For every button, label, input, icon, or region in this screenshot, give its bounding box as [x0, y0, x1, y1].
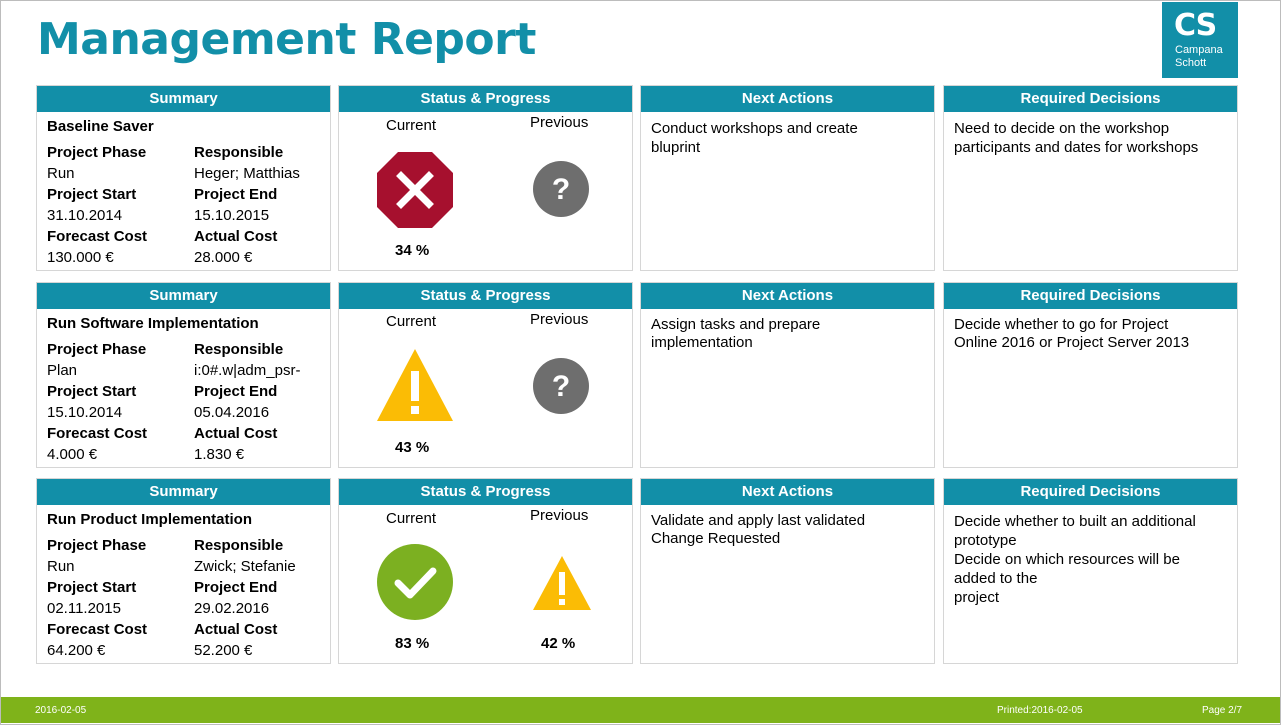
end-label: Project End: [194, 579, 278, 596]
next-actions-panel: Next Actions Assign tasks and prepare im…: [640, 282, 935, 468]
svg-text:?: ?: [552, 173, 570, 206]
summary-header: Summary: [37, 283, 330, 309]
svg-text:?: ?: [552, 370, 570, 403]
current-percent: 34 %: [395, 242, 430, 259]
status-panel: Status & Progress Current Previous ? 43 …: [338, 282, 633, 468]
current-label: Current: [386, 313, 437, 330]
responsible-value: Heger; Matthias: [194, 165, 300, 182]
page-title: Management Report: [37, 14, 536, 65]
responsible-label: Responsible: [194, 341, 284, 358]
forecast-label: Forecast Cost: [47, 621, 148, 638]
phase-value: Plan: [47, 362, 78, 379]
next-actions-panel: Next Actions Validate and apply last val…: [640, 478, 935, 664]
responsible-label: Responsible: [194, 144, 284, 161]
logo-line-1: Campana: [1175, 44, 1223, 56]
status-header: Status & Progress: [339, 86, 632, 112]
responsible-value: Zwick; Stefanie: [194, 558, 296, 575]
start-value: 02.11.2015: [47, 600, 121, 617]
unknown-gray-icon: ?: [533, 358, 589, 414]
decisions-panel: Required Decisions Need to decide on the…: [943, 85, 1238, 271]
status-panel: Status & Progress Current Previous ? 34 …: [338, 85, 633, 271]
previous-percent: 42 %: [541, 635, 576, 652]
campana-schott-logo: CS Campana Schott: [1162, 2, 1238, 78]
summary-header: Summary: [37, 86, 330, 112]
actual-value: 52.200 €: [194, 642, 253, 659]
ok-green-icon: [377, 544, 453, 620]
status-header: Status & Progress: [339, 283, 632, 309]
actual-value: 28.000 €: [194, 249, 253, 266]
decisions-text: Need to decide on the workshop participa…: [954, 120, 1199, 156]
decisions-panel: Required Decisions Decide whether to go …: [943, 282, 1238, 468]
stop-red-icon: [377, 152, 453, 228]
next-actions-header: Next Actions: [641, 86, 934, 112]
current-label: Current: [386, 510, 437, 527]
decisions-panel: Required Decisions Decide whether to bui…: [943, 478, 1238, 664]
end-label: Project End: [194, 383, 278, 400]
decisions-text: Decide whether to built an additional pr…: [954, 513, 1196, 606]
next-actions-text: Assign tasks and prepare implementation: [651, 316, 821, 351]
summary-header: Summary: [37, 479, 330, 505]
current-percent: 83 %: [395, 635, 430, 652]
next-actions-header: Next Actions: [641, 283, 934, 309]
start-label: Project Start: [47, 186, 137, 203]
phase-label: Project Phase: [47, 537, 147, 554]
responsible-label: Responsible: [194, 537, 284, 554]
actual-label: Actual Cost: [194, 228, 278, 245]
current-percent: 43 %: [395, 439, 430, 456]
decisions-header: Required Decisions: [944, 86, 1237, 112]
forecast-value: 64.200 €: [47, 642, 106, 659]
summary-panel: Summary Run Software Implementation Proj…: [36, 282, 331, 468]
project-name: Run Product Implementation: [47, 511, 253, 528]
end-value: 15.10.2015: [194, 207, 270, 224]
decisions-text: Decide whether to go for Project Online …: [954, 316, 1190, 351]
footer-page: Page 2/7: [1202, 705, 1243, 716]
start-value: 15.10.2014: [47, 404, 123, 421]
project-name: Run Software Implementation: [47, 315, 259, 332]
phase-value: Run: [47, 165, 75, 182]
next-actions-header: Next Actions: [641, 479, 934, 505]
current-label: Current: [386, 117, 437, 134]
forecast-value: 130.000 €: [47, 249, 114, 266]
previous-label: Previous: [530, 507, 589, 524]
status-panel: Status & Progress Current Previous 83 % …: [338, 478, 633, 664]
phase-label: Project Phase: [47, 341, 147, 358]
forecast-label: Forecast Cost: [47, 425, 148, 442]
start-label: Project Start: [47, 579, 137, 596]
footer-printed: Printed:2016-02-05: [997, 705, 1083, 716]
end-value: 29.02.2016: [194, 600, 270, 617]
end-value: 05.04.2016: [194, 404, 270, 421]
warning-yellow-icon: [533, 556, 591, 610]
start-value: 31.10.2014: [47, 207, 123, 224]
actual-label: Actual Cost: [194, 621, 278, 638]
start-label: Project Start: [47, 383, 137, 400]
phase-value: Run: [47, 558, 75, 575]
next-actions-panel: Next Actions Conduct workshops and creat…: [640, 85, 935, 271]
unknown-gray-icon: ?: [533, 161, 589, 217]
phase-label: Project Phase: [47, 144, 147, 161]
footer-date: 2016-02-05: [35, 705, 87, 716]
project-name: Baseline Saver: [47, 118, 154, 135]
forecast-label: Forecast Cost: [47, 228, 148, 245]
logo-mark: CS: [1174, 8, 1217, 43]
summary-panel: Summary Baseline Saver Project Phase Res…: [36, 85, 331, 271]
footer-bar: 2016-02-05 Printed:2016-02-05 Page 2/7: [1, 697, 1280, 723]
previous-label: Previous: [530, 311, 589, 328]
forecast-value: 4.000 €: [47, 446, 98, 463]
decisions-header: Required Decisions: [944, 283, 1237, 309]
previous-label: Previous: [530, 114, 589, 131]
actual-label: Actual Cost: [194, 425, 278, 442]
summary-panel: Summary Run Product Implementation Proje…: [36, 478, 331, 664]
status-header: Status & Progress: [339, 479, 632, 505]
responsible-value: i:0#.w|adm_psr-: [194, 362, 301, 379]
actual-value: 1.830 €: [194, 446, 245, 463]
next-actions-text: Conduct workshops and create bluprint: [651, 120, 858, 156]
end-label: Project End: [194, 186, 278, 203]
warning-yellow-icon: [377, 349, 453, 421]
logo-line-2: Schott: [1175, 57, 1207, 69]
decisions-header: Required Decisions: [944, 479, 1237, 505]
next-actions-text: Validate and apply last validated Change…: [651, 512, 866, 547]
